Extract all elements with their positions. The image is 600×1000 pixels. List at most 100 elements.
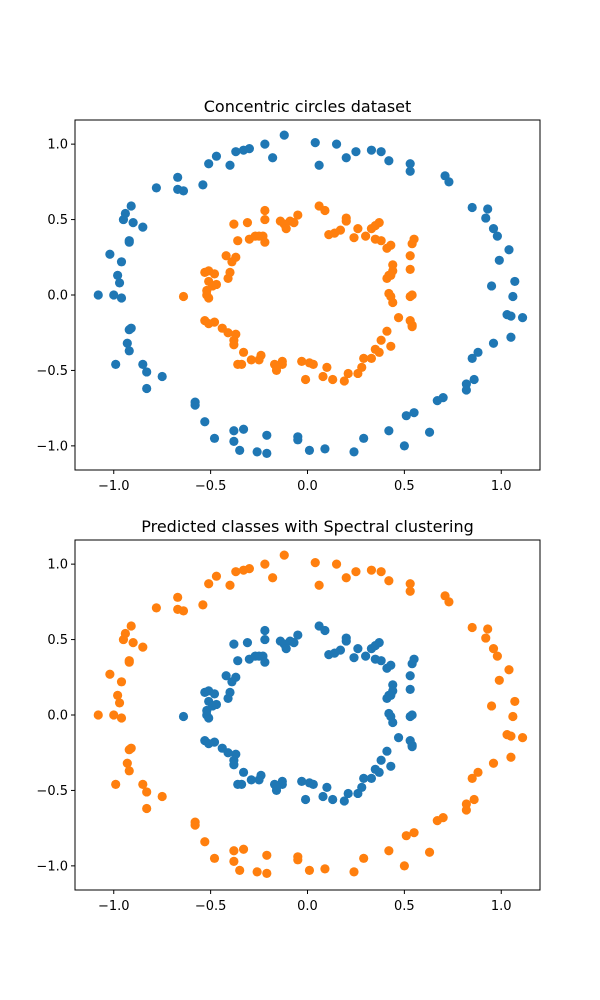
- scatter-point: [300, 374, 311, 385]
- scatter-point: [211, 571, 222, 581]
- scatter-point: [289, 217, 299, 228]
- scatter-point: [126, 743, 136, 753]
- scatter-point: [235, 865, 245, 875]
- scatter-point: [268, 153, 278, 163]
- y-tick-label: 0.0: [47, 709, 68, 724]
- scatter-point: [262, 448, 272, 459]
- scatter-point: [349, 233, 359, 243]
- scatter-point: [293, 855, 303, 865]
- scatter-point: [432, 816, 442, 826]
- scatter-point: [339, 376, 349, 386]
- scatter-point: [376, 755, 386, 765]
- scatter-point: [293, 630, 303, 640]
- scatter-point: [151, 183, 161, 193]
- x-axis: −1.0 −0.5 0.0 0.5 1.0: [98, 470, 512, 494]
- scatter-point: [382, 326, 392, 336]
- scatter-point: [244, 564, 254, 574]
- scatter-point: [128, 217, 138, 228]
- scatter-point: [409, 654, 419, 664]
- scatter-point: [190, 817, 200, 827]
- scatter-point: [113, 270, 123, 280]
- scatter-point: [173, 592, 183, 602]
- x-tick-label: 1.0: [491, 899, 512, 914]
- scatter-point: [116, 293, 127, 303]
- scatter-point: [260, 657, 270, 667]
- scatter-point: [366, 565, 377, 575]
- scatter-point: [508, 711, 518, 722]
- scatter-point: [374, 767, 384, 777]
- scatter-point: [308, 779, 318, 790]
- scatter-point: [114, 278, 125, 288]
- scatter-point: [506, 332, 516, 342]
- scatter-point: [279, 550, 289, 560]
- scatter-point: [335, 225, 346, 235]
- scatter-point: [209, 433, 220, 443]
- scatter-point: [359, 773, 369, 783]
- scatter-point: [225, 687, 235, 697]
- scatter-point: [252, 447, 262, 457]
- scatter-point: [124, 236, 134, 246]
- scatter-point: [331, 139, 342, 149]
- scatter-point: [242, 217, 253, 228]
- scatter-point: [488, 224, 499, 234]
- scatter-point: [349, 653, 359, 663]
- scatter-point: [328, 794, 338, 805]
- x-tick-label: 0.5: [394, 479, 415, 494]
- scatter-point: [157, 791, 167, 802]
- scatter-point: [481, 633, 491, 643]
- scatter-point: [393, 733, 404, 743]
- scatter-point: [260, 559, 270, 569]
- scatter-point: [314, 160, 324, 170]
- scatter-point: [517, 733, 528, 743]
- scatter-point: [304, 445, 315, 455]
- scatter-point: [467, 622, 477, 633]
- y-tick-label: −1.0: [36, 859, 68, 874]
- scatter-point: [424, 427, 435, 437]
- y-tick-label: −0.5: [36, 784, 68, 799]
- scatter-point: [293, 435, 303, 445]
- scatter-point: [246, 355, 256, 365]
- scatter-point: [384, 576, 394, 586]
- scatter-point: [361, 651, 371, 661]
- scatter-point: [268, 573, 278, 583]
- scatter-point: [467, 202, 477, 213]
- scatter-point: [138, 779, 148, 790]
- scatter-point: [221, 251, 231, 261]
- scatter-point: [231, 672, 241, 682]
- x-tick-label: −0.5: [195, 479, 227, 494]
- scatter-points: [93, 130, 528, 459]
- scatter-point: [122, 338, 132, 348]
- scatter-point: [244, 144, 254, 154]
- y-tick-label: 0.0: [47, 289, 68, 304]
- scatter-points: [93, 550, 528, 879]
- scatter-point: [124, 656, 134, 666]
- scatter-point: [120, 628, 130, 639]
- scatter-point: [142, 367, 152, 377]
- scatter-point: [114, 698, 125, 708]
- scatter-point: [279, 130, 289, 140]
- x-axis: −1.0 −0.5 0.0 0.5 1.0: [98, 890, 512, 914]
- y-axis: −1.0 −0.5 0.0 0.5 1.0: [36, 558, 75, 874]
- scatter-point: [467, 773, 477, 783]
- scatter-point: [233, 656, 243, 666]
- scatter-point: [260, 634, 270, 645]
- scatter-point: [407, 322, 417, 332]
- scatter-point: [109, 710, 119, 720]
- scatter-point: [124, 766, 134, 776]
- scatter-point: [341, 153, 351, 163]
- scatter-point: [151, 603, 161, 613]
- scatter-point: [229, 639, 239, 649]
- scatter-point: [424, 847, 435, 857]
- scatter-point: [204, 266, 214, 276]
- chart-title: Predicted classes with Spectral clusteri…: [141, 517, 474, 536]
- scatter-point: [318, 371, 328, 382]
- scatter-point: [320, 625, 330, 636]
- scatter-point: [461, 805, 471, 815]
- scatter-point: [384, 288, 394, 299]
- scatter-point: [382, 746, 392, 756]
- scatter-point: [405, 671, 415, 681]
- scatter-point: [376, 147, 386, 157]
- scatter-point: [238, 844, 249, 854]
- scatter-point: [178, 711, 189, 722]
